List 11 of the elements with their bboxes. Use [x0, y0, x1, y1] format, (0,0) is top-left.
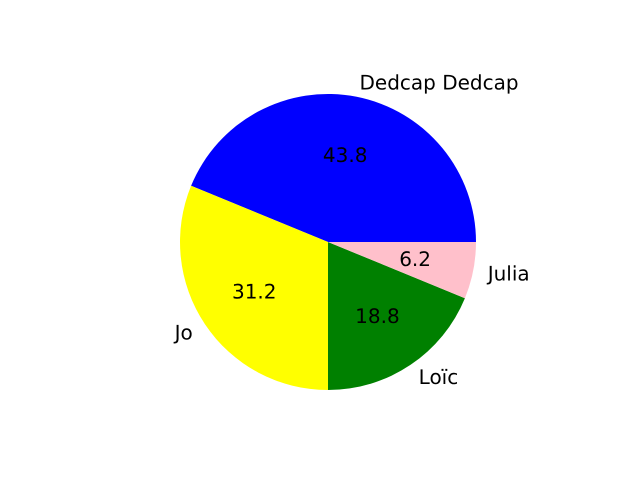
data-label: 18.8: [355, 304, 400, 328]
data-label: 31.2: [232, 279, 277, 304]
data-label: 6.2: [399, 247, 432, 272]
slice-label: Dedcap Dedcap: [360, 70, 519, 94]
slice-label: Julia: [486, 262, 530, 286]
pie-slice: [328, 242, 476, 298]
data-label: 43.8: [322, 142, 368, 167]
slice-label: Loïc: [418, 365, 458, 390]
pie-slice: [191, 94, 476, 242]
slice-label: Jo: [172, 320, 193, 345]
pie-slice: [328, 242, 465, 390]
